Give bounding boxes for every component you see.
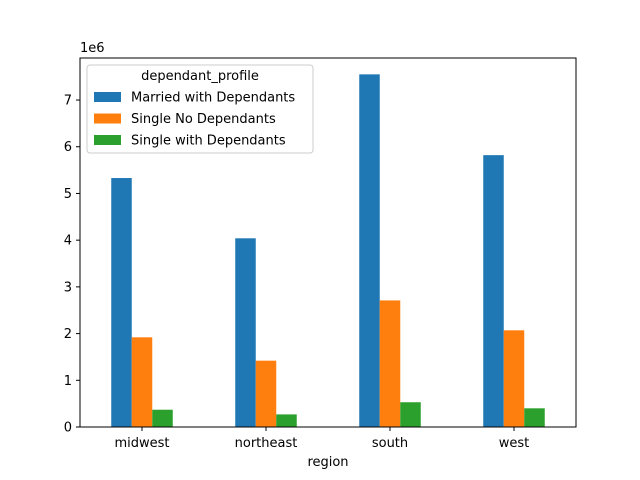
x-tick-label: south	[372, 436, 408, 451]
bar-midwest-series-2	[152, 409, 173, 427]
legend-box	[86, 64, 314, 154]
bar-northeast-series-2	[276, 414, 297, 427]
bar-west-series-2	[524, 408, 545, 427]
legend-entry-label: Single with Dependants	[131, 134, 286, 149]
bars-group	[111, 74, 545, 427]
y-tick-label: 6	[64, 140, 72, 155]
plot-frame	[79, 57, 577, 428]
legend-title: dependant_profile	[141, 69, 259, 84]
y-scale-label: 1e6	[80, 41, 105, 56]
bar-west-series-1	[503, 330, 525, 427]
legend-items: Married with Dependants Single No Dependa…	[94, 91, 295, 149]
legend-entry-label: Single No Dependants	[131, 112, 276, 127]
bar-northeast-series-1	[255, 360, 277, 427]
bar-midwest-series-1	[131, 337, 153, 427]
legend-swatch	[94, 113, 121, 124]
y-axis: 0 1 2 3 4 5 6 7	[64, 94, 80, 436]
bar-northeast-series-0	[235, 238, 256, 427]
x-tick-label: midwest	[114, 436, 169, 451]
y-tick-label: 3	[64, 280, 72, 295]
bar-south-series-1	[379, 300, 401, 427]
bar-midwest-series-0	[111, 178, 132, 427]
legend-swatch	[94, 92, 121, 102]
legend-swatch	[94, 135, 121, 145]
x-tick-label: west	[499, 436, 530, 451]
y-tick-label: 4	[64, 234, 72, 249]
y-tick-label: 5	[64, 187, 72, 202]
y-tick-label: 7	[64, 94, 72, 109]
x-tick-label: northeast	[235, 436, 298, 451]
legend-entry-label: Married with Dependants	[131, 91, 295, 106]
y-tick-label: 0	[64, 421, 72, 436]
y-tick-label: 1	[64, 374, 72, 389]
bar-south-series-0	[359, 74, 380, 427]
y-tick-label: 2	[64, 327, 72, 342]
x-axis: midwest northeast south west	[114, 427, 529, 451]
x-axis-label: region	[307, 455, 348, 470]
bar-west-series-0	[483, 155, 504, 427]
bar-south-series-2	[400, 402, 421, 427]
legend: dependant_profile Married with Dependant…	[86, 64, 314, 154]
